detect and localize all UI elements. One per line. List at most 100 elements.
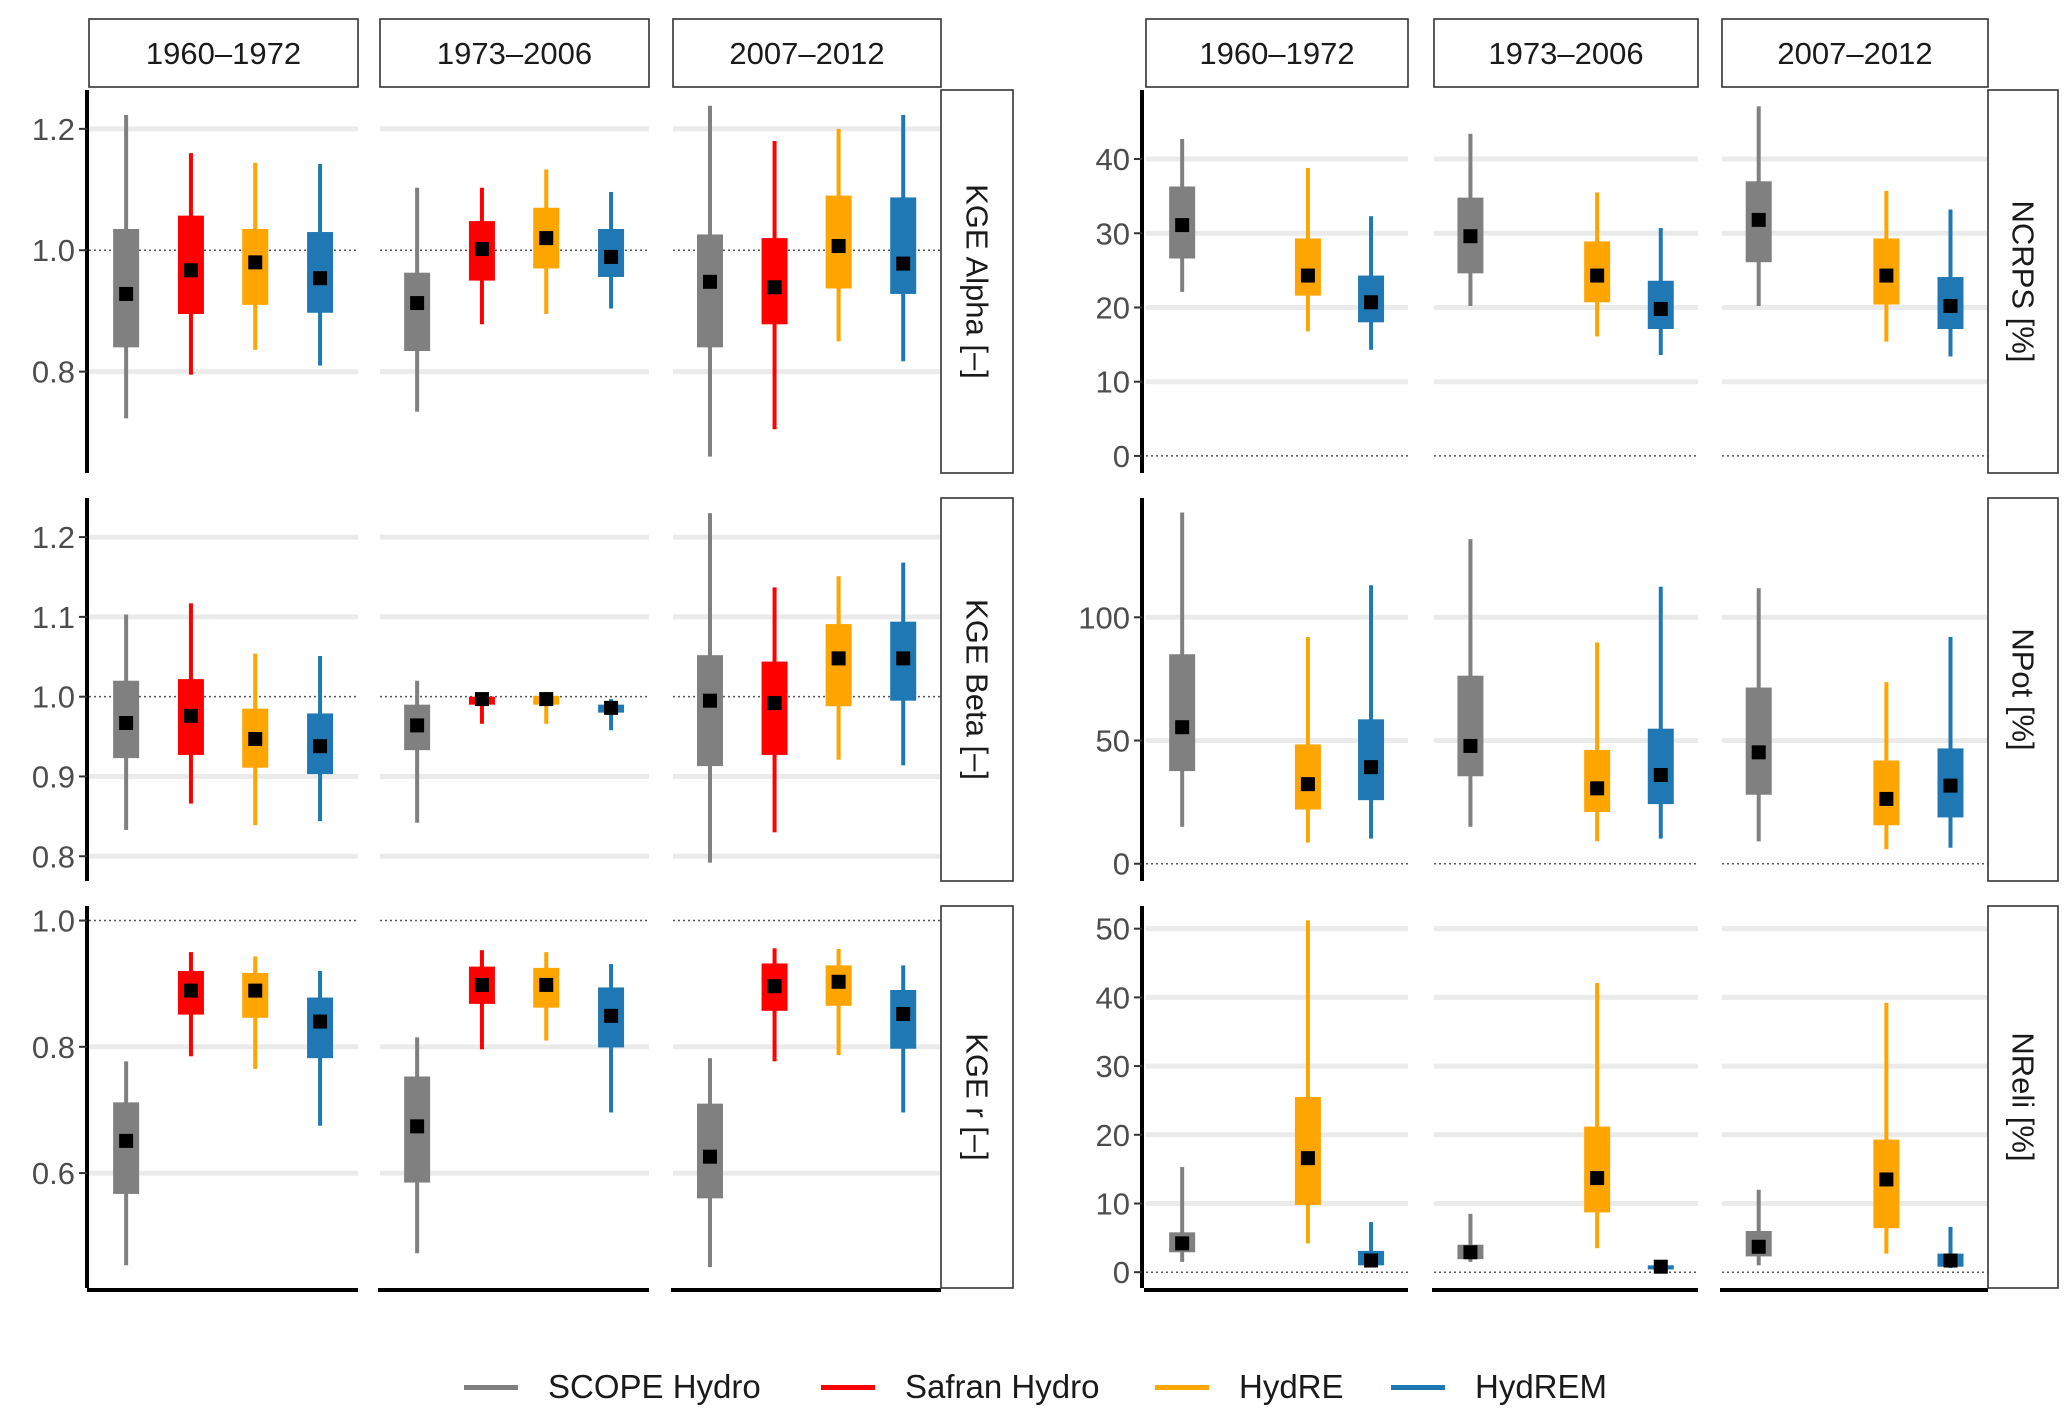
marker <box>183 983 198 998</box>
box-safran-hydro <box>177 153 204 375</box>
marker <box>1175 1236 1190 1251</box>
legend-key-hydre <box>1155 1384 1209 1390</box>
marker <box>1300 1151 1315 1166</box>
strip-header-right-1 <box>1433 18 1699 88</box>
marker <box>539 692 554 707</box>
box-hydre <box>533 952 560 1041</box>
marker <box>119 1133 134 1148</box>
strip-row-label: KGE r [–] <box>960 1033 995 1160</box>
marker <box>539 977 554 992</box>
y-tick-label: 1.1 <box>32 600 75 635</box>
box-scope-hydro <box>113 114 140 419</box>
marker <box>831 238 846 253</box>
marker <box>896 256 911 271</box>
y-tick-label: 40 <box>1096 980 1130 1015</box>
strip-header-left-2 <box>672 18 942 88</box>
box-hydre <box>242 956 269 1069</box>
box-scope-hydro <box>113 1061 140 1266</box>
box-hydre <box>825 576 852 760</box>
marker <box>539 231 554 246</box>
panel-row-right-2: 0 10 20 30 40 50 NReli [%] <box>1096 905 2059 1292</box>
box-hydrem <box>890 114 917 362</box>
box-hydrem <box>1358 216 1385 350</box>
marker <box>1751 212 1766 227</box>
box-scope-hydro <box>696 513 723 863</box>
strip-header-left-0 <box>88 18 359 88</box>
legend-label: Safran Hydro <box>905 1368 1100 1405</box>
marker <box>702 693 717 708</box>
box-hydrem <box>1937 209 1964 357</box>
y-tick-label: 40 <box>1096 142 1130 177</box>
box <box>696 655 723 767</box>
box <box>1647 728 1674 805</box>
box <box>1294 744 1321 810</box>
legend-label: HydREM <box>1475 1368 1608 1405</box>
marker <box>1943 298 1958 313</box>
marker <box>248 255 263 270</box>
marker <box>767 979 782 994</box>
marker <box>474 977 489 992</box>
box-scope-hydro <box>1457 539 1484 827</box>
box <box>1745 687 1772 795</box>
box-hydre <box>1584 642 1611 842</box>
whisker <box>1595 982 1600 1249</box>
marker <box>248 731 263 746</box>
whisker <box>1369 1222 1374 1267</box>
whisker <box>1948 637 1953 848</box>
box-scope-hydro <box>1745 588 1772 842</box>
panel-row-left-2: 0.6 0.8 1.0 KGE r [–] <box>32 904 1014 1292</box>
whisker <box>1948 1226 1953 1269</box>
marker <box>313 739 328 754</box>
y-tick-label: 10 <box>1096 1186 1130 1221</box>
box-safran-hydro <box>468 187 495 325</box>
marker <box>1463 1245 1478 1260</box>
box-hydre <box>533 169 560 314</box>
marker <box>1879 268 1894 283</box>
strip-header-label: 2007–2012 <box>729 36 884 71</box>
box-scope-hydro <box>1457 133 1484 306</box>
marker <box>604 700 619 715</box>
whisker <box>1658 586 1663 839</box>
y-tick-label: 100 <box>1078 600 1130 635</box>
strip-row-label: KGE Alpha [–] <box>960 184 995 379</box>
marker <box>474 692 489 707</box>
box-hydrem <box>1358 1222 1385 1268</box>
legend: SCOPE Hydro Safran Hydro HydRE HydREM <box>0 1362 2067 1412</box>
box-hydrem <box>307 655 334 822</box>
marker <box>1590 268 1605 283</box>
whisker <box>1884 1002 1889 1254</box>
y-tick-label: 1.2 <box>32 112 75 147</box>
marker <box>1590 1171 1605 1186</box>
box-scope-hydro <box>1169 512 1196 827</box>
marker <box>183 263 198 278</box>
box <box>1358 719 1385 801</box>
marker <box>1364 295 1379 310</box>
marker <box>1879 791 1894 806</box>
box-safran-hydro <box>177 952 204 1057</box>
marker <box>1751 1239 1766 1254</box>
legend-item-safran-hydro: Safran Hydro <box>821 1362 1099 1412</box>
whisker <box>479 692 484 724</box>
whisker <box>1595 642 1600 842</box>
marker <box>1653 1259 1668 1274</box>
box-hydre <box>1294 637 1321 843</box>
whisker <box>1756 1189 1761 1266</box>
legend-key-safran-hydro <box>821 1384 875 1390</box>
whisker <box>1369 585 1374 839</box>
y-tick-label: 0 <box>1113 439 1130 474</box>
box-safran-hydro <box>177 603 204 804</box>
box <box>890 197 917 294</box>
panel-row-left-0: 0.8 1.0 1.2 KGE Alpha [–] <box>32 89 1014 474</box>
box-hydre <box>1873 190 1900 342</box>
marker <box>702 274 717 289</box>
marker <box>1653 301 1668 316</box>
box-scope-hydro <box>113 614 140 830</box>
box-hydre <box>242 653 269 826</box>
box-hydre <box>1294 167 1321 332</box>
strip-header-label: 1973–2006 <box>437 36 592 71</box>
marker <box>767 280 782 295</box>
strip-header-label: 1973–2006 <box>1488 36 1643 71</box>
legend-item-scope-hydro: SCOPE Hydro <box>464 1362 761 1412</box>
strip-row-label-box <box>1987 905 2059 1289</box>
strip-row-label-box <box>940 497 1014 882</box>
